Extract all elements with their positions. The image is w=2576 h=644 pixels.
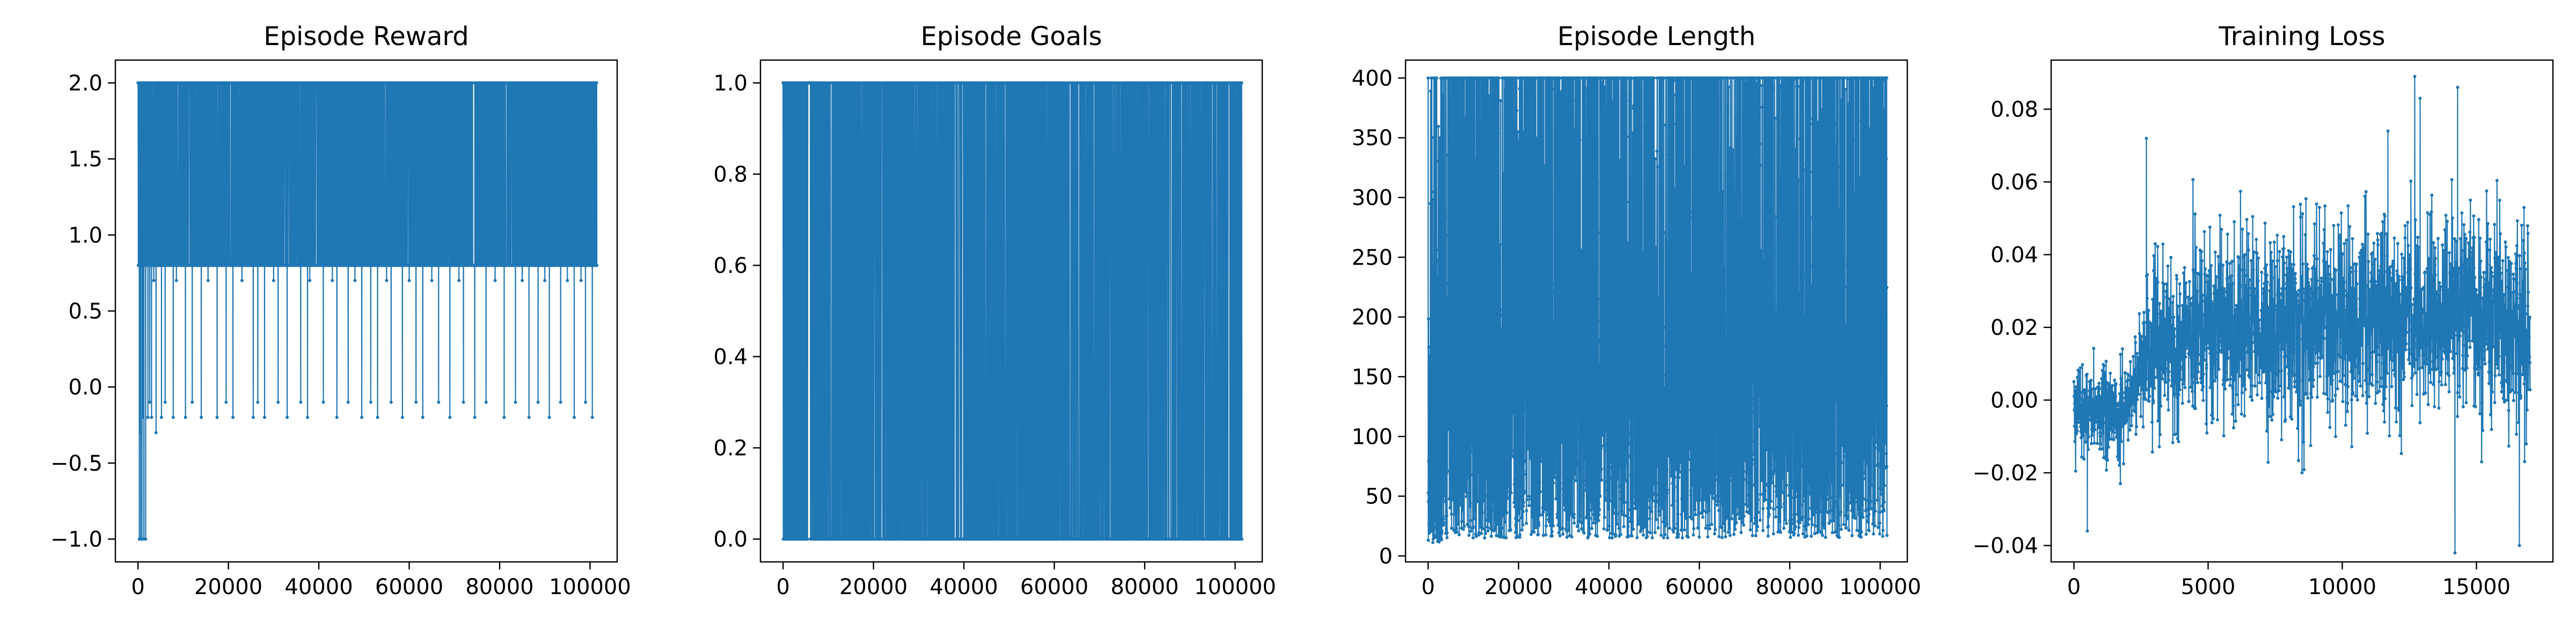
y-tick-label: 0.0 — [713, 528, 748, 552]
y-tick-label: 0.04 — [1990, 243, 2038, 267]
x-tick-label: 40000 — [930, 575, 998, 599]
y-tick-label: 100 — [1352, 425, 1393, 449]
chart-panel-1: Episode Reward 0 20000 40000 60000 80000 10000… — [50, 21, 631, 599]
series-line — [137, 82, 598, 540]
y-tick-label: 0.2 — [713, 436, 748, 461]
y-tick-label: 2.0 — [68, 71, 103, 96]
chart-title: Episode Goals — [920, 21, 1102, 52]
axes-frame — [759, 59, 1263, 563]
y-tick-label: 350 — [1352, 126, 1393, 151]
axes-frame — [1404, 59, 1908, 563]
x-tick-label: 0 — [131, 575, 144, 599]
x-tick-label: 100000 — [549, 575, 631, 599]
y-tick-label: −1.0 — [50, 528, 103, 552]
y-tick-label: 0.02 — [1990, 316, 2038, 340]
x-tick-label: 80000 — [1110, 575, 1179, 599]
x-tick-label: 20000 — [1484, 575, 1553, 599]
chart-panel-3: Episode Length 0 20000 40000 60000 80000 10000… — [1352, 21, 1921, 599]
x-tick-label: 60000 — [1020, 575, 1088, 599]
x-tick-label: 40000 — [284, 575, 353, 599]
y-tick-label: 0.6 — [713, 254, 748, 279]
x-tick-label: 0 — [2067, 575, 2081, 599]
series-group — [2072, 75, 2532, 555]
x-tick-label: 15000 — [2442, 575, 2511, 599]
y-tick-label: 250 — [1352, 245, 1393, 270]
y-tick-label: 0.8 — [713, 163, 748, 187]
series-markers — [1426, 76, 1889, 544]
axes-frame — [2050, 59, 2554, 563]
y-tick-label: 1.0 — [713, 71, 748, 96]
series-markers — [2072, 75, 2532, 555]
y-tick-label: 1.5 — [68, 147, 103, 172]
chart-title: Training Loss — [2219, 21, 2385, 52]
y-tick-label: 50 — [1365, 485, 1393, 509]
y-tick-label: 300 — [1352, 186, 1393, 210]
y-tick-label: −0.5 — [50, 451, 103, 476]
x-tick-label: 0 — [776, 575, 789, 599]
x-tick-label: 5000 — [2181, 575, 2236, 599]
x-tick-label: 60000 — [375, 575, 443, 599]
y-tick-label: 0.08 — [1990, 97, 2038, 122]
x-tick-label: 100000 — [1839, 575, 1921, 599]
y-tick-label: 0 — [1379, 544, 1393, 569]
chart-title: Episode Length — [1557, 21, 1755, 52]
series-group — [136, 81, 599, 541]
chart-panel-4: Training Loss 0 5000 10000 15000 −0.04 −0.02 0.… — [1972, 21, 2554, 599]
series-group — [1426, 76, 1889, 544]
x-tick-label: 10000 — [2308, 575, 2376, 599]
chart-panel-2: Episode Goals 0 20000 40000 60000 80000 100000… — [713, 21, 1276, 599]
y-tick-label: 0.0 — [68, 375, 103, 400]
y-tick-label: 0.06 — [1990, 170, 2038, 195]
x-tick-label: 100000 — [1194, 575, 1276, 599]
chart-title: Episode Reward — [264, 21, 469, 52]
x-tick-label: 60000 — [1665, 575, 1733, 599]
y-tick-label: −0.04 — [1972, 534, 2038, 559]
x-tick-label: 80000 — [1755, 575, 1824, 599]
x-tick-label: 80000 — [465, 575, 533, 599]
x-tick-label: 0 — [1421, 575, 1435, 599]
series-line — [782, 82, 1243, 540]
y-tick-label: 0.00 — [1990, 388, 2038, 413]
y-tick-label: 1.0 — [68, 223, 103, 248]
y-tick-label: 0.5 — [68, 299, 103, 324]
x-tick-label: 40000 — [1575, 575, 1643, 599]
y-tick-label: −0.02 — [1972, 461, 2038, 486]
y-tick-label: 150 — [1352, 365, 1393, 390]
y-tick-label: 400 — [1352, 66, 1393, 91]
x-tick-label: 20000 — [839, 575, 908, 599]
series-group — [781, 81, 1244, 541]
series-line — [1428, 77, 1888, 543]
y-tick-label: 200 — [1352, 305, 1393, 330]
y-tick-label: 0.4 — [713, 345, 748, 370]
x-tick-label: 20000 — [194, 575, 262, 599]
